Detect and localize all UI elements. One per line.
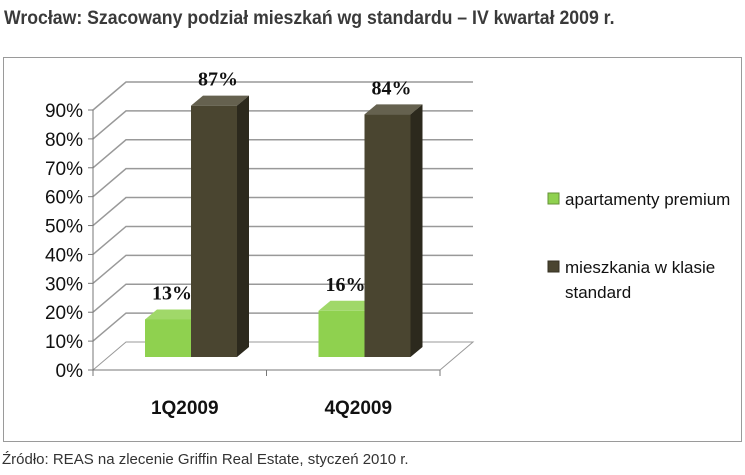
x-category-label: 4Q2009 xyxy=(324,398,392,419)
gridline xyxy=(92,110,473,140)
y-tick-label: 70% xyxy=(45,159,83,180)
bar-1-0 xyxy=(318,310,365,357)
legend-swatch xyxy=(547,192,560,205)
gridline xyxy=(92,139,473,169)
bar-0-0 xyxy=(145,319,191,357)
y-tick-label: 80% xyxy=(45,130,83,151)
gridline xyxy=(92,225,473,256)
y-tick-label: 0% xyxy=(56,361,84,382)
chart-title: Wrocław: Szacowany podział mieszkań wg s… xyxy=(4,8,615,29)
data-label: 84% xyxy=(372,77,412,99)
bar-0-1 xyxy=(191,105,237,358)
x-category-label: 1Q2009 xyxy=(151,398,219,419)
bar-1-1 xyxy=(364,114,411,357)
legend-label: standard xyxy=(565,283,631,302)
y-tick-label: 50% xyxy=(45,217,83,238)
bar-side xyxy=(237,95,249,358)
y-tick-label: 10% xyxy=(45,332,83,353)
y-tick-label: 40% xyxy=(45,245,83,266)
y-tick-label: 60% xyxy=(45,188,83,209)
bar-top xyxy=(191,95,249,106)
bar-top xyxy=(318,300,377,311)
gridline xyxy=(92,196,473,227)
y-tick-label: 20% xyxy=(45,303,83,324)
data-label: 13% xyxy=(152,282,192,304)
legend-swatch xyxy=(547,260,560,273)
gridline xyxy=(92,283,473,313)
data-label: 87% xyxy=(198,69,238,91)
gridline xyxy=(92,167,473,198)
bar-top xyxy=(145,309,203,320)
bar-side xyxy=(410,104,423,357)
y-tick-label: 90% xyxy=(45,101,83,122)
chart-frame xyxy=(3,57,742,442)
gridline xyxy=(92,81,473,111)
source-note: Źródło: REAS na zlecenie Griffin Real Es… xyxy=(2,451,409,468)
gridline xyxy=(92,254,473,284)
legend-label: apartamenty premium xyxy=(565,190,730,209)
legend-label: mieszkania w klasie xyxy=(565,258,715,277)
data-label: 16% xyxy=(326,274,366,296)
bar-top xyxy=(364,104,423,115)
y-tick-label: 30% xyxy=(45,274,83,295)
